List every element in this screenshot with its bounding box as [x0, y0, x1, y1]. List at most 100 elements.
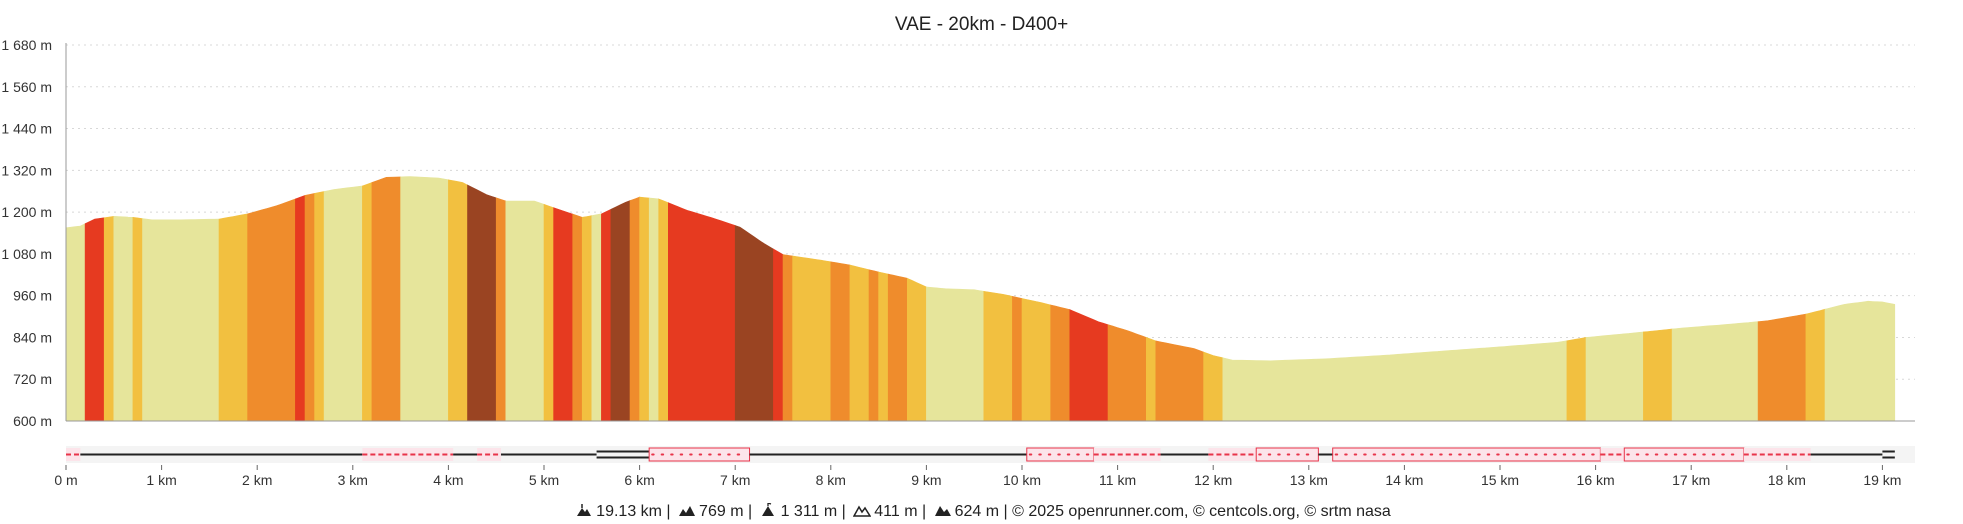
y-tick-label: 1 440 m [1, 121, 52, 137]
x-tick-label: 11 km [1099, 472, 1136, 488]
x-tick-label: 16 km [1577, 472, 1615, 488]
y-tick-label: 1 320 m [1, 162, 52, 178]
slope-segment [304, 193, 315, 422]
slope-segment [505, 200, 545, 422]
x-tick-label: 19 km [1863, 472, 1901, 488]
slope-segment [1643, 328, 1673, 422]
elevation-gain-value: 769 m | [699, 503, 753, 520]
x-tick-label: 4 km [433, 472, 463, 488]
slope-segment [926, 286, 985, 422]
surface-segment [1332, 447, 1601, 462]
x-tick-label: 17 km [1672, 472, 1710, 488]
slope-segment [553, 207, 573, 422]
y-tick-label: 1 200 m [1, 204, 52, 220]
slope-segment [295, 194, 306, 422]
slope-segment [400, 176, 449, 422]
slope-segment [65, 223, 86, 422]
slope-segment [1671, 321, 1759, 422]
slope-segment [323, 185, 363, 422]
slope-segment [1585, 331, 1644, 422]
slope-segment [371, 176, 401, 422]
slope-segment [1757, 313, 1807, 422]
y-tick-label: 1 560 m [1, 79, 52, 95]
distance-value: 19.13 km | [596, 503, 671, 520]
slope-segment [773, 248, 784, 422]
elevation-loss-value: 624 m | [954, 503, 1008, 520]
x-tick-label: 15 km [1481, 472, 1519, 488]
slope-segment [543, 203, 554, 422]
slope-segment [878, 271, 889, 422]
slope-segment [247, 198, 296, 422]
slope-segment [1021, 298, 1051, 422]
slope-segment [495, 197, 507, 422]
distance-icon [577, 504, 592, 516]
slope-colored-area [65, 176, 1896, 422]
x-tick-label: 6 km [624, 472, 654, 488]
x-tick-label: 0 m [54, 472, 77, 488]
surface-segment [66, 448, 81, 461]
slope-segment [849, 264, 870, 422]
slope-segment [1050, 304, 1071, 422]
slope-segment [629, 196, 640, 422]
x-tick-label: 14 km [1385, 472, 1423, 488]
slope-segment [610, 200, 631, 422]
slope-segment [734, 225, 774, 422]
slope-segment [103, 215, 115, 422]
chart-title: VAE - 20km - D400+ [894, 14, 1069, 35]
y-tick-label: 1 680 m [1, 37, 52, 53]
slope-segment [668, 202, 736, 422]
x-tick-label: 1 km [146, 472, 176, 488]
slope-segment [591, 213, 602, 422]
x-tick-label: 10 km [1003, 472, 1041, 488]
y-tick-label: 600 m [13, 413, 52, 429]
slope-segment [142, 218, 220, 422]
x-tick-label: 7 km [720, 472, 750, 488]
slope-segment [362, 182, 373, 422]
slope-segment [84, 217, 105, 422]
slope-segment [639, 196, 650, 422]
x-tick-label: 12 km [1194, 472, 1232, 488]
max-altitude-icon [761, 503, 774, 516]
summary-footer: 19.13 km | 769 m | 1 311 m | 411 m | 624… [0, 503, 1963, 521]
x-tick-label: 3 km [338, 472, 368, 488]
slope-segment [601, 208, 612, 422]
slope-segment [792, 255, 832, 422]
surface-segment [1208, 448, 1257, 461]
x-tick-label: 13 km [1290, 472, 1328, 488]
max-altitude-value: 1 311 m | [780, 503, 846, 520]
y-tick-label: 960 m [13, 288, 52, 304]
slope-segment [887, 273, 908, 422]
y-axis-ticks: 600 m 720 m 840 m 960 m 1 080 m 1 200 m 1 320 … [1, 37, 52, 429]
slope-segment [1146, 336, 1157, 422]
slope-segment [314, 191, 325, 422]
elevation-loss-icon [934, 506, 951, 516]
surface-strip [66, 446, 1915, 463]
slope-segment [581, 215, 593, 422]
slope-segment [782, 254, 793, 422]
slope-segment [658, 198, 669, 422]
slope-segment [1107, 324, 1147, 422]
x-tick-label: 8 km [816, 472, 846, 488]
axes [65, 43, 1915, 422]
slope-segment [1566, 337, 1587, 422]
slope-segment [132, 216, 143, 422]
slope-segment [113, 215, 134, 422]
surface-segment [362, 448, 454, 461]
min-altitude-value: 411 m | [874, 503, 927, 520]
slope-segment [1824, 300, 1896, 422]
x-tick-label: 18 km [1768, 472, 1806, 488]
slope-segment [907, 277, 927, 422]
x-tick-label: 9 km [911, 472, 941, 488]
slope-segment [218, 213, 248, 422]
slope-segment [1203, 351, 1224, 422]
x-tick-label: 2 km [242, 472, 272, 488]
y-tick-label: 720 m [13, 371, 52, 387]
slope-segment [1805, 308, 1826, 422]
y-tick-label: 1 080 m [1, 246, 52, 262]
slope-segment [1012, 296, 1023, 422]
x-axis-ticks: 0 m 1 km 2 km 3 km 4 km 5 km 6 km 7 km 8 km 9 km 1… [54, 465, 1901, 488]
slope-segment [1222, 340, 1568, 422]
slope-segment [467, 184, 497, 422]
slope-segment [983, 290, 1013, 422]
